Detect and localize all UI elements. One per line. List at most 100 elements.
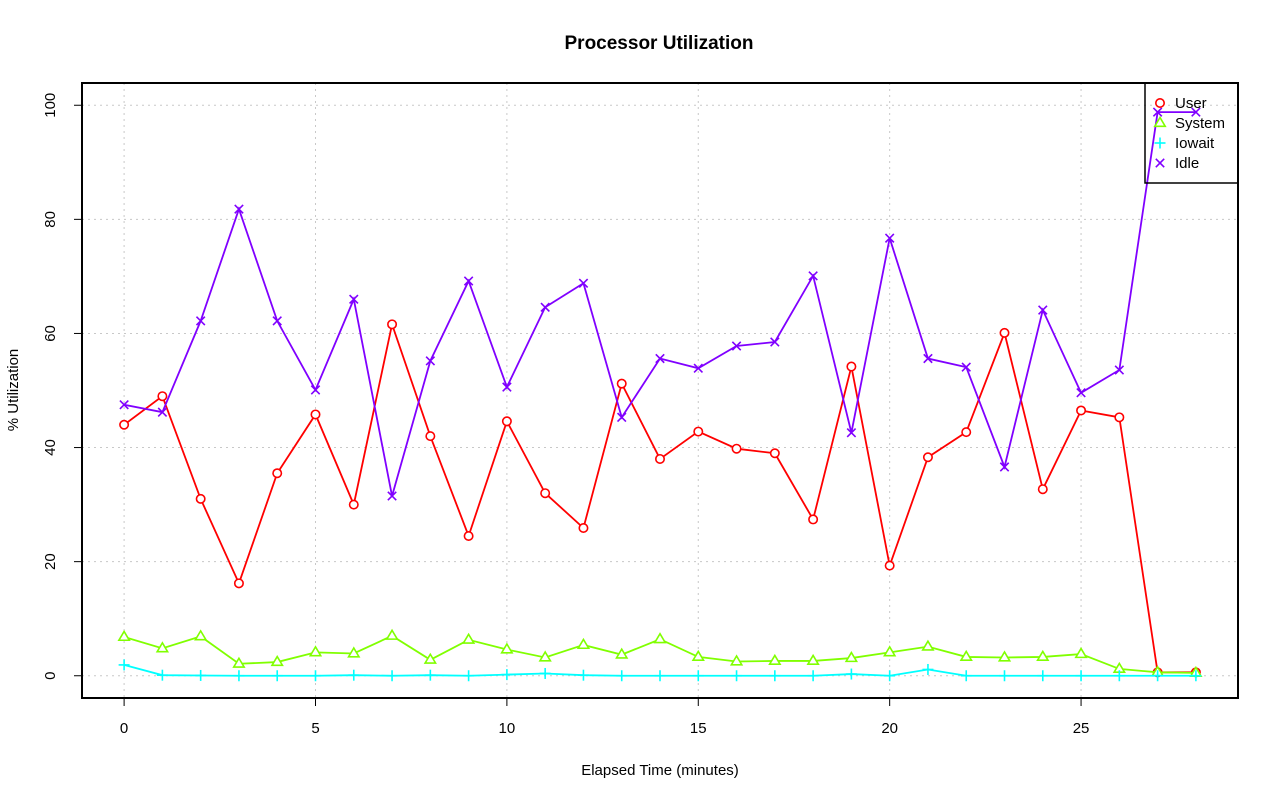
data-point-iowait	[195, 669, 207, 681]
series-line-idle	[123, 111, 1196, 497]
data-point-user	[961, 427, 972, 438]
data-point-system	[538, 650, 552, 662]
marker-shape	[538, 650, 552, 662]
marker-shape	[1076, 405, 1087, 416]
data-point-system	[1074, 647, 1088, 659]
marker-shape	[425, 431, 436, 442]
data-point-iowait	[271, 670, 283, 682]
data-point-idle	[463, 276, 474, 286]
marker-shape	[808, 514, 819, 525]
data-point-user	[463, 530, 474, 541]
data-point-idle	[1152, 107, 1163, 117]
data-point-iowait	[807, 670, 819, 682]
axes: 0 5 10 15 20 25 0 20 40 60 80 100	[42, 93, 1089, 737]
data-point-user	[769, 448, 780, 459]
data-point-system	[232, 656, 246, 668]
data-point-system	[806, 653, 820, 666]
data-point-iowait	[1190, 670, 1202, 682]
marker-shape	[808, 271, 818, 281]
data-point-iowait	[769, 670, 781, 682]
legend-item-system: System	[1153, 115, 1225, 132]
marker-shape	[540, 488, 551, 499]
data-point-iowait	[424, 669, 436, 681]
data-point-user	[233, 578, 244, 589]
x-tick-label: 5	[311, 720, 319, 737]
x-tick-label: 25	[1073, 720, 1090, 737]
data-point-system	[691, 649, 705, 662]
marker-shape	[999, 462, 1010, 472]
marker-shape	[959, 649, 973, 662]
data-point-idle	[310, 385, 321, 395]
data-point-user	[846, 361, 857, 372]
data-point-user	[425, 431, 436, 442]
data-point-user	[999, 327, 1010, 338]
marker-shape	[1155, 98, 1166, 109]
x-axis-label: Elapsed Time (minutes)	[581, 762, 739, 779]
data-point-idle	[195, 316, 206, 326]
data-point-system	[1036, 649, 1050, 662]
data-point-system	[461, 632, 476, 644]
marker-shape	[1074, 647, 1088, 659]
marker-shape	[157, 391, 168, 402]
marker-shape	[463, 530, 474, 541]
marker-shape	[502, 382, 512, 392]
marker-shape	[119, 419, 130, 430]
data-point-iowait	[118, 659, 130, 671]
data-point-idle	[999, 462, 1010, 472]
data-point-user	[922, 452, 933, 463]
marker-shape	[616, 412, 627, 423]
data-point-idle	[119, 399, 129, 410]
marker-shape	[387, 319, 398, 330]
data-point-system	[653, 632, 667, 644]
marker-shape	[272, 316, 282, 326]
series-line-user	[123, 320, 1196, 674]
data-point-idle	[1114, 365, 1125, 375]
data-point-idle	[731, 341, 742, 351]
data-point-idle	[425, 356, 436, 366]
data-point-user	[731, 443, 742, 454]
data-point-iowait	[922, 663, 934, 675]
data-point-user	[616, 378, 627, 389]
data-point-user	[808, 514, 819, 525]
marker-shape	[310, 409, 321, 420]
marker-shape	[923, 353, 933, 364]
data-point-idle	[846, 427, 857, 438]
marker-shape	[1114, 365, 1125, 375]
marker-shape	[961, 362, 971, 372]
marker-shape	[922, 452, 933, 463]
data-point-idle	[349, 294, 359, 304]
marker-shape	[1155, 158, 1165, 168]
data-point-idle	[808, 271, 818, 281]
marker-shape	[272, 468, 283, 479]
data-point-system	[347, 646, 361, 658]
data-point-system	[997, 650, 1012, 662]
marker-shape	[500, 642, 514, 654]
marker-shape	[347, 646, 361, 658]
gridlines	[82, 83, 1238, 698]
data-point-user	[654, 453, 665, 464]
marker-shape	[195, 316, 206, 326]
data-point-user	[540, 488, 551, 499]
data-point-iowait	[960, 670, 972, 682]
marker-shape	[1153, 115, 1167, 128]
data-point-user	[1037, 484, 1048, 495]
data-point-system	[615, 647, 629, 659]
data-point-user	[195, 493, 206, 504]
data-point-iowait	[1075, 670, 1087, 682]
data-point-system	[729, 654, 744, 666]
marker-shape	[1114, 412, 1125, 423]
marker-shape	[270, 654, 284, 667]
marker-shape	[883, 645, 897, 657]
marker-shape	[654, 453, 665, 464]
legend-item-idle: Idle	[1155, 155, 1199, 172]
chart-title: Processor Utilization	[565, 33, 754, 54]
marker-shape	[731, 443, 742, 454]
data-point-iowait	[386, 670, 398, 682]
legend-marker-user	[1155, 98, 1166, 109]
marker-shape	[348, 499, 359, 510]
data-point-system	[155, 641, 170, 653]
y-tick-label: 20	[42, 553, 59, 570]
legend-item-iowait: Iowait	[1154, 135, 1215, 152]
marker-shape	[119, 399, 129, 410]
marker-shape	[1076, 388, 1086, 398]
